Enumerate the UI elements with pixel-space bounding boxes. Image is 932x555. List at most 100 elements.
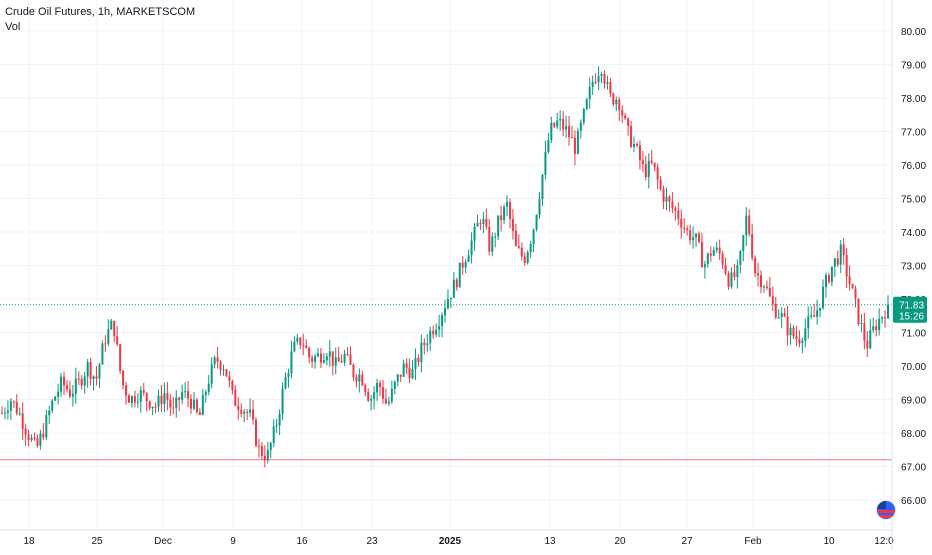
- candle-body: [187, 391, 190, 399]
- candle-body: [311, 357, 314, 362]
- y-tick-label: 68.00: [901, 429, 926, 440]
- candle-body: [231, 380, 234, 390]
- candle-body: [198, 412, 201, 415]
- candle-body: [192, 399, 195, 409]
- candle-body: [210, 364, 213, 384]
- candle-body: [544, 151, 547, 175]
- candle-body: [680, 218, 683, 228]
- candle-body: [60, 376, 63, 392]
- candle-body: [57, 391, 60, 397]
- candle-body: [110, 320, 113, 330]
- candle-body: [624, 115, 627, 119]
- candle-body: [429, 330, 432, 344]
- candle-body: [275, 425, 278, 427]
- candle-body: [225, 369, 228, 377]
- candle-body: [878, 318, 881, 331]
- candle-body: [668, 196, 671, 202]
- candle-body: [479, 223, 482, 225]
- candle-body: [597, 75, 600, 83]
- candle-body: [355, 377, 358, 382]
- candle-body: [302, 345, 305, 347]
- candle-body: [810, 315, 813, 317]
- candle-body: [381, 387, 384, 399]
- candle-body: [122, 370, 125, 386]
- candle-body: [246, 411, 249, 413]
- candle-body: [550, 122, 553, 141]
- candle-body: [278, 413, 281, 426]
- candle-body: [659, 179, 662, 189]
- candle-body: [464, 261, 467, 268]
- candle-body: [216, 357, 219, 362]
- grid-layer: [0, 0, 892, 530]
- candle-body: [308, 348, 311, 358]
- candle-body: [506, 201, 509, 207]
- candle-body: [441, 315, 444, 327]
- candle-body: [833, 258, 836, 267]
- candle-body: [579, 122, 582, 131]
- candle-body: [662, 188, 665, 202]
- candle-body: [706, 253, 709, 265]
- candle-body: [314, 356, 317, 362]
- candle-body: [742, 235, 745, 251]
- x-tick-label: 18: [23, 536, 35, 547]
- candle-body: [101, 343, 104, 365]
- candle-body: [508, 201, 511, 219]
- candle-body: [739, 250, 742, 265]
- candle-body: [12, 401, 15, 403]
- candle-body: [760, 275, 763, 288]
- candle-body: [367, 392, 370, 401]
- candle-body: [349, 354, 352, 365]
- candle-body: [541, 174, 544, 200]
- candle-body: [860, 323, 863, 325]
- candle-body: [751, 233, 754, 258]
- candle-body: [627, 118, 630, 126]
- candle-body: [178, 397, 181, 400]
- candle-body: [500, 215, 503, 220]
- candle-body: [127, 395, 130, 403]
- candle-body: [317, 353, 320, 357]
- candle-body: [266, 450, 269, 461]
- candle-body: [95, 376, 98, 379]
- candle-body: [86, 362, 89, 377]
- candle-body: [804, 328, 807, 341]
- candle-body: [113, 320, 116, 337]
- candle-body: [293, 341, 296, 352]
- candle-body: [845, 255, 848, 277]
- candle-body: [42, 433, 45, 438]
- candle-body: [494, 236, 497, 238]
- x-tick-label: 10: [823, 536, 835, 547]
- candle-body: [260, 446, 263, 456]
- candle-body: [816, 310, 819, 317]
- candle-body: [697, 233, 700, 243]
- symbol-title[interactable]: Crude Oil Futures, 1h, MARKETSCOM: [5, 6, 196, 18]
- candle-body: [361, 374, 364, 386]
- candle-body: [154, 406, 157, 408]
- candle-body: [488, 226, 491, 252]
- candle-body: [15, 401, 18, 414]
- candle-body: [272, 426, 275, 444]
- volume-label[interactable]: Vol: [5, 21, 21, 33]
- x-tick-label: 25: [91, 536, 103, 547]
- candle-body: [54, 396, 57, 401]
- candle-body: [473, 226, 476, 241]
- candle-body: [715, 247, 718, 250]
- candle-body: [529, 244, 532, 253]
- candle-body: [644, 164, 647, 178]
- candle-body: [33, 437, 36, 439]
- candle-body: [125, 385, 128, 396]
- candle-body: [175, 397, 178, 408]
- candle-body: [328, 351, 331, 357]
- candle-body: [396, 374, 399, 382]
- candle-body: [414, 357, 417, 370]
- candle-body: [319, 353, 322, 363]
- x-tick-label: Dec: [154, 536, 172, 547]
- candle-body: [157, 395, 160, 407]
- x-tick-label: 27: [681, 536, 693, 547]
- candle-body: [1, 412, 3, 414]
- candle-body: [331, 351, 334, 366]
- candle-body: [881, 317, 884, 319]
- candle-body: [337, 357, 340, 362]
- candle-body: [875, 326, 878, 331]
- x-tick-label: 20: [614, 536, 626, 547]
